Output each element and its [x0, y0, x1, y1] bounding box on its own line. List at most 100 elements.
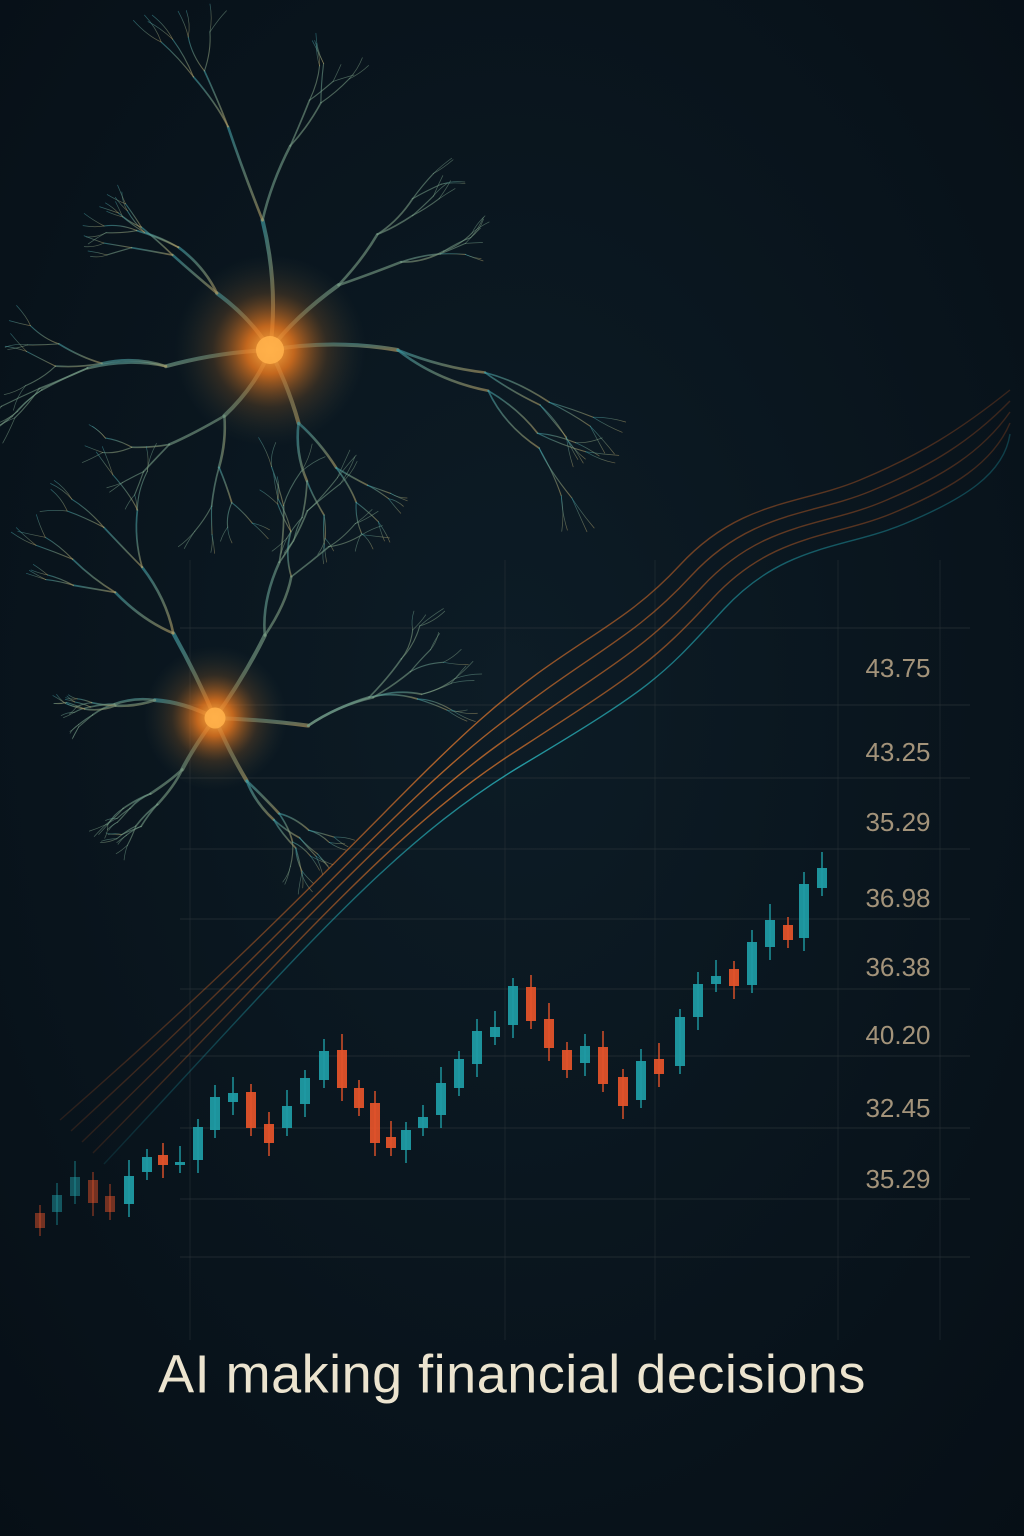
- candle-body: [636, 1061, 646, 1100]
- dendrite: [539, 404, 567, 439]
- dendrite: [361, 534, 390, 539]
- dendrite: [470, 218, 484, 238]
- dendrite: [135, 509, 144, 569]
- dendrite: [372, 670, 412, 699]
- candle-body: [490, 1027, 500, 1037]
- dendrite: [99, 838, 118, 843]
- dendrite: [105, 832, 123, 836]
- dendrite: [72, 584, 117, 594]
- dendrite: [112, 474, 138, 511]
- candle-body: [729, 969, 739, 986]
- candle-body: [508, 986, 518, 1025]
- dendrite: [571, 497, 588, 533]
- dendrite: [92, 425, 106, 439]
- dendrite: [261, 144, 292, 222]
- dendrite: [430, 633, 440, 650]
- dendrite: [220, 526, 229, 542]
- dendrite: [400, 629, 414, 660]
- price-label: 35.29: [865, 1164, 930, 1194]
- dendrite: [2, 417, 16, 444]
- dendrite: [140, 226, 174, 256]
- dendrite: [354, 510, 379, 524]
- dendrite: [209, 10, 227, 33]
- dendrite: [106, 482, 123, 489]
- dendrite: [69, 724, 79, 732]
- dendrite: [575, 437, 603, 444]
- dendrite: [354, 509, 373, 524]
- dendrite: [106, 210, 124, 218]
- price-label: 43.75: [865, 653, 930, 683]
- dendrite: [203, 70, 229, 128]
- dendrite: [372, 691, 423, 699]
- candle-body: [436, 1083, 446, 1115]
- dendrite: [147, 21, 173, 40]
- flow-line: [103, 433, 1011, 1165]
- candle-body: [246, 1092, 256, 1128]
- dendrite: [446, 709, 468, 712]
- dendrite: [450, 709, 478, 714]
- dendrite: [136, 470, 148, 511]
- dendrite: [335, 466, 369, 487]
- dendrite: [328, 534, 363, 548]
- dendrite: [117, 184, 126, 205]
- candle-body: [105, 1196, 115, 1212]
- dendrite: [121, 191, 128, 212]
- candle-body: [693, 984, 703, 1017]
- dendrite: [348, 57, 363, 80]
- candle-body: [817, 868, 827, 888]
- dendrite: [84, 445, 104, 453]
- dendrite: [35, 544, 74, 560]
- dendrite: [308, 829, 335, 838]
- dendrite: [160, 41, 194, 78]
- dendrite: [300, 456, 326, 473]
- dendrite: [368, 658, 403, 699]
- dendrite: [348, 65, 369, 80]
- candle-body: [70, 1177, 80, 1196]
- dendrite: [121, 471, 145, 484]
- dendrite: [30, 569, 48, 576]
- dendrite: [10, 333, 27, 352]
- dendrite: [105, 818, 118, 821]
- dendrite: [337, 233, 379, 287]
- dendrite: [0, 388, 40, 407]
- dendrite: [71, 558, 117, 594]
- dendrite: [416, 698, 452, 711]
- dendrite: [336, 449, 351, 479]
- dendrite: [324, 538, 334, 552]
- dendrite: [396, 348, 490, 393]
- dendrite: [81, 452, 104, 463]
- candle-body: [618, 1077, 628, 1106]
- dendrite: [442, 661, 469, 666]
- caption: AI making financial decisions: [158, 1344, 866, 1404]
- dendrite: [320, 78, 350, 104]
- dendrite: [231, 502, 253, 524]
- dendrite: [589, 425, 615, 455]
- candle-body: [580, 1046, 590, 1063]
- dendrite: [64, 702, 86, 710]
- dendrite: [125, 203, 142, 228]
- dendrite: [278, 504, 285, 564]
- dendrite: [446, 709, 468, 722]
- dendrite: [117, 212, 142, 228]
- dendrite: [433, 157, 453, 174]
- soma: [204, 707, 226, 729]
- dendrite: [409, 661, 444, 673]
- dendrite: [123, 844, 128, 861]
- dendrite: [29, 325, 60, 345]
- dendrite: [306, 696, 375, 727]
- candle-body: [158, 1155, 168, 1165]
- dendrite: [144, 14, 162, 43]
- dendrite: [203, 31, 211, 72]
- neurons: [0, 3, 627, 895]
- dendrite: [106, 818, 118, 826]
- candle-body: [747, 942, 757, 985]
- dendrite: [430, 631, 439, 650]
- dendrite: [396, 348, 487, 374]
- dendrite: [258, 437, 272, 467]
- dendrite: [450, 665, 467, 684]
- dendrite: [218, 466, 233, 504]
- dendrite: [7, 344, 29, 350]
- dendrite: [335, 466, 358, 504]
